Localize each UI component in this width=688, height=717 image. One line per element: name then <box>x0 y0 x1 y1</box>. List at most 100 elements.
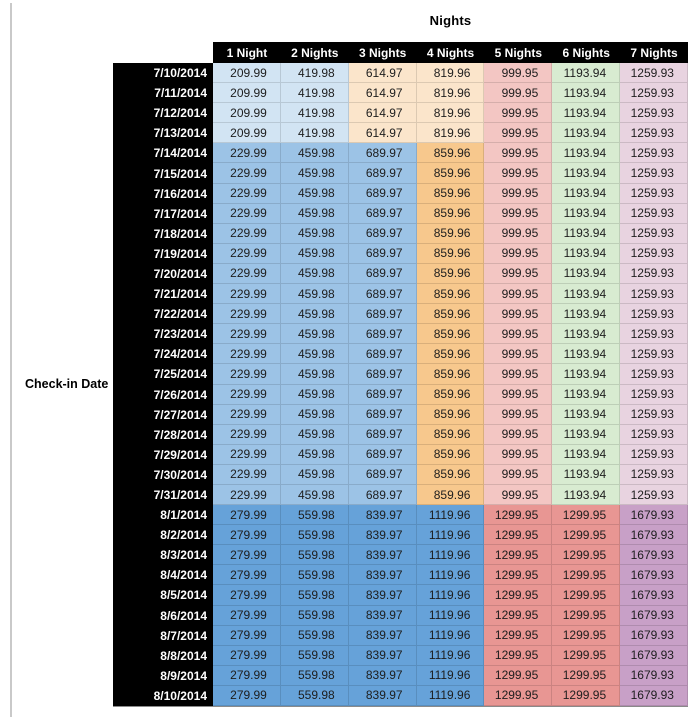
date-cell[interactable]: 7/30/2014 <box>113 464 213 485</box>
price-cell[interactable]: 559.98 <box>280 505 349 526</box>
date-cell[interactable]: 7/21/2014 <box>113 284 213 305</box>
price-cell[interactable]: 1259.93 <box>620 304 688 325</box>
price-cell[interactable]: 559.98 <box>280 585 349 606</box>
price-cell[interactable]: 689.97 <box>348 223 417 244</box>
column-header[interactable]: 3 Nights <box>348 42 417 63</box>
price-cell[interactable]: 1259.93 <box>620 223 688 244</box>
price-cell[interactable]: 689.97 <box>348 364 417 385</box>
price-cell[interactable]: 1119.96 <box>416 665 485 686</box>
price-cell[interactable]: 229.99 <box>213 163 281 184</box>
price-cell[interactable]: 1119.96 <box>416 525 485 546</box>
price-cell[interactable]: 689.97 <box>348 404 417 425</box>
price-cell[interactable]: 1259.93 <box>620 424 688 445</box>
price-cell[interactable]: 279.99 <box>213 505 281 526</box>
price-cell[interactable]: 1193.94 <box>552 424 621 445</box>
price-cell[interactable]: 1193.94 <box>552 63 621 84</box>
price-cell[interactable]: 229.99 <box>213 404 281 425</box>
date-cell[interactable]: 7/15/2014 <box>113 163 213 184</box>
price-cell[interactable]: 459.98 <box>280 484 349 506</box>
price-cell[interactable]: 229.99 <box>213 183 281 204</box>
price-cell[interactable]: 279.99 <box>213 525 281 546</box>
price-cell[interactable]: 459.98 <box>280 424 349 445</box>
price-cell[interactable]: 459.98 <box>280 324 349 345</box>
price-cell[interactable]: 859.96 <box>416 404 485 425</box>
price-cell[interactable]: 859.96 <box>416 384 485 405</box>
price-cell[interactable]: 1193.94 <box>552 143 621 164</box>
price-cell[interactable]: 689.97 <box>348 384 417 405</box>
price-cell[interactable]: 1259.93 <box>620 163 688 184</box>
date-cell[interactable]: 7/22/2014 <box>113 304 213 325</box>
price-cell[interactable]: 459.98 <box>280 464 349 485</box>
price-cell[interactable]: 1299.95 <box>484 565 553 586</box>
price-cell[interactable]: 999.95 <box>484 284 553 305</box>
price-cell[interactable]: 279.99 <box>213 565 281 586</box>
price-cell[interactable]: 819.96 <box>416 63 485 84</box>
price-cell[interactable]: 229.99 <box>213 203 281 224</box>
price-cell[interactable]: 459.98 <box>280 384 349 405</box>
price-cell[interactable]: 1299.95 <box>484 525 553 546</box>
price-cell[interactable]: 859.96 <box>416 263 485 285</box>
price-cell[interactable]: 614.97 <box>348 63 417 84</box>
price-cell[interactable]: 1259.93 <box>620 324 688 345</box>
price-cell[interactable]: 689.97 <box>348 344 417 365</box>
date-cell[interactable]: 7/26/2014 <box>113 384 213 405</box>
price-cell[interactable]: 229.99 <box>213 223 281 244</box>
price-cell[interactable]: 209.99 <box>213 103 281 124</box>
date-cell[interactable]: 8/3/2014 <box>113 545 213 566</box>
price-cell[interactable]: 859.96 <box>416 484 485 506</box>
price-cell[interactable]: 1299.95 <box>552 505 621 526</box>
price-cell[interactable]: 1299.95 <box>552 625 621 646</box>
date-cell[interactable]: 7/25/2014 <box>113 364 213 385</box>
price-cell[interactable]: 1193.94 <box>552 404 621 425</box>
price-cell[interactable]: 1679.93 <box>620 665 688 686</box>
price-cell[interactable]: 229.99 <box>213 444 281 465</box>
column-header[interactable]: 5 Nights <box>484 42 553 63</box>
price-cell[interactable]: 999.95 <box>484 103 553 124</box>
price-cell[interactable]: 999.95 <box>484 444 553 465</box>
date-cell[interactable]: 7/24/2014 <box>113 344 213 365</box>
date-cell[interactable]: 7/23/2014 <box>113 324 213 345</box>
price-cell[interactable]: 1679.93 <box>620 645 688 666</box>
date-cell[interactable]: 7/18/2014 <box>113 223 213 244</box>
date-cell[interactable]: 7/29/2014 <box>113 444 213 465</box>
price-cell[interactable]: 1193.94 <box>552 304 621 325</box>
price-cell[interactable]: 559.98 <box>280 565 349 586</box>
price-cell[interactable]: 229.99 <box>213 344 281 365</box>
price-cell[interactable]: 1679.93 <box>620 505 688 526</box>
price-cell[interactable]: 1299.95 <box>484 685 553 706</box>
price-cell[interactable]: 859.96 <box>416 304 485 325</box>
price-cell[interactable]: 1193.94 <box>552 243 621 264</box>
price-cell[interactable]: 1679.93 <box>620 605 688 626</box>
column-header[interactable]: 6 Nights <box>552 42 621 63</box>
price-cell[interactable]: 1259.93 <box>620 404 688 425</box>
price-cell[interactable]: 559.98 <box>280 645 349 666</box>
price-cell[interactable]: 279.99 <box>213 625 281 646</box>
price-cell[interactable]: 689.97 <box>348 424 417 445</box>
price-cell[interactable]: 689.97 <box>348 444 417 465</box>
price-cell[interactable]: 839.97 <box>348 545 417 566</box>
price-cell[interactable]: 1299.95 <box>552 685 621 706</box>
date-cell[interactable]: 8/4/2014 <box>113 565 213 586</box>
price-cell[interactable]: 1119.96 <box>416 565 485 586</box>
date-cell[interactable]: 8/10/2014 <box>113 685 213 706</box>
column-header[interactable]: 7 Nights <box>620 42 688 63</box>
price-cell[interactable]: 819.96 <box>416 123 485 144</box>
date-cell[interactable]: 8/8/2014 <box>113 645 213 666</box>
price-cell[interactable]: 559.98 <box>280 625 349 646</box>
price-cell[interactable]: 559.98 <box>280 665 349 686</box>
price-cell[interactable]: 1299.95 <box>484 605 553 626</box>
price-cell[interactable]: 279.99 <box>213 545 281 566</box>
price-cell[interactable]: 1259.93 <box>620 444 688 465</box>
date-cell[interactable]: 7/17/2014 <box>113 203 213 224</box>
price-cell[interactable]: 859.96 <box>416 284 485 305</box>
price-cell[interactable]: 999.95 <box>484 324 553 345</box>
price-cell[interactable]: 1193.94 <box>552 183 621 204</box>
price-cell[interactable]: 1193.94 <box>552 263 621 285</box>
price-cell[interactable]: 819.96 <box>416 103 485 124</box>
price-cell[interactable]: 459.98 <box>280 243 349 264</box>
price-cell[interactable]: 1259.93 <box>620 123 688 144</box>
price-cell[interactable]: 419.98 <box>280 83 349 104</box>
price-cell[interactable]: 1679.93 <box>620 565 688 586</box>
column-header[interactable]: 2 Nights <box>280 42 349 63</box>
price-cell[interactable]: 999.95 <box>484 223 553 244</box>
